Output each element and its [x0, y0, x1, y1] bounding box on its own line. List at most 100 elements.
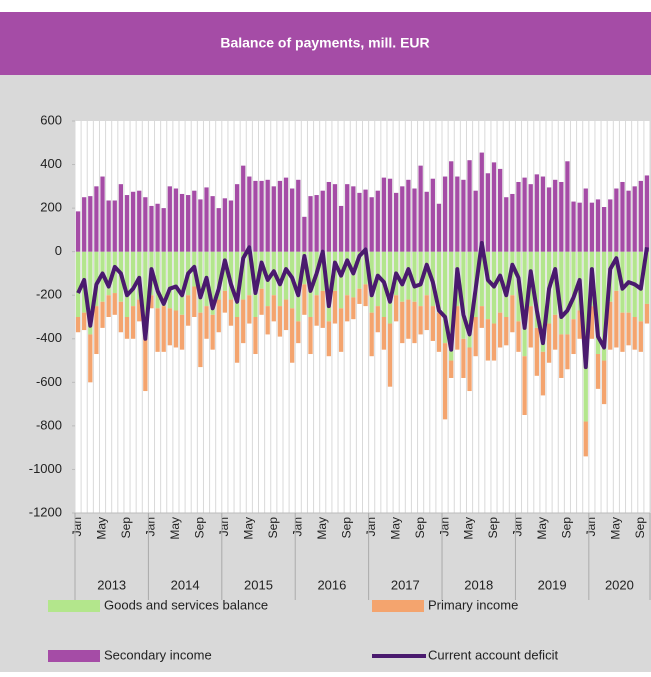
bar: [326, 321, 331, 357]
bar: [589, 202, 595, 252]
x-tick-label: May: [535, 517, 549, 540]
bar: [296, 179, 301, 252]
bar: [491, 323, 497, 361]
bar: [137, 299, 142, 322]
y-tick-label: -1000: [29, 461, 62, 476]
x-tick-label: Jan: [364, 517, 378, 536]
x-tick-label: May: [388, 517, 402, 540]
bar: [485, 319, 491, 361]
bar: [381, 317, 387, 350]
bar: [583, 188, 588, 252]
bar: [540, 251, 546, 352]
bar: [259, 288, 264, 315]
bar: [94, 186, 99, 252]
bar: [241, 299, 246, 344]
bar: [241, 251, 246, 300]
bar: [400, 301, 405, 344]
bar: [326, 251, 331, 322]
bar: [455, 176, 460, 252]
bar: [155, 203, 160, 252]
bar: [124, 195, 130, 252]
bar: [510, 295, 515, 333]
bar: [473, 317, 478, 357]
bar: [173, 188, 179, 252]
bar: [314, 195, 319, 252]
x-tick-label: May: [242, 517, 256, 540]
bar: [510, 193, 515, 252]
bar: [143, 334, 148, 392]
bar: [497, 168, 503, 252]
bar: [467, 347, 472, 392]
legend-label: Secondary income: [104, 647, 212, 662]
bar: [192, 190, 197, 252]
bar: [534, 251, 539, 328]
bar: [455, 306, 460, 350]
bar: [234, 184, 240, 252]
legend-swatch: [48, 650, 100, 662]
bar: [595, 354, 601, 389]
legend-label: Primary income: [428, 597, 518, 612]
bar: [100, 176, 105, 252]
bar: [608, 199, 613, 252]
x-tick-label: May: [95, 517, 109, 540]
bar: [589, 306, 595, 339]
x-tick-label: Sep: [486, 517, 500, 539]
bar: [644, 175, 650, 252]
bar: [338, 251, 344, 309]
bar: [149, 295, 154, 309]
bar: [320, 251, 325, 291]
bar: [363, 189, 368, 252]
bar: [534, 174, 539, 252]
bar: [400, 251, 405, 302]
bar: [320, 290, 325, 328]
bar: [418, 165, 423, 252]
bar: [479, 251, 484, 307]
bar: [571, 319, 576, 355]
x-tick-label: Sep: [266, 517, 280, 539]
bar: [338, 205, 344, 252]
bar: [222, 198, 228, 252]
bar: [277, 306, 283, 337]
bar: [265, 179, 270, 252]
bar: [553, 314, 558, 350]
bar: [504, 251, 509, 317]
bar: [161, 251, 166, 307]
bar: [424, 251, 429, 296]
bar: [534, 327, 539, 376]
x-group-label: 2020: [605, 577, 634, 592]
bar: [436, 251, 442, 313]
bar: [130, 306, 136, 339]
bar: [112, 293, 117, 315]
y-tick-label: -600: [36, 374, 62, 389]
x-group-label: 2018: [464, 577, 493, 592]
line: [76, 240, 649, 370]
bar: [112, 200, 117, 252]
bar: [571, 251, 576, 320]
bar: [394, 295, 399, 322]
bar: [345, 251, 350, 296]
bar: [394, 192, 399, 252]
x-tick-label: Sep: [339, 517, 353, 539]
bar: [106, 295, 111, 317]
y-tick-label: -1200: [29, 504, 62, 519]
y-tick-label: 200: [40, 200, 62, 215]
x-tick-label: Jan: [584, 517, 598, 536]
bar: [442, 251, 448, 344]
bar: [234, 251, 240, 317]
bar: [565, 161, 570, 252]
bar: [173, 310, 179, 348]
bar: [106, 251, 111, 296]
bar: [565, 334, 570, 370]
bar: [351, 297, 356, 320]
bar: [75, 317, 81, 333]
bar: [357, 288, 362, 304]
bar: [601, 360, 607, 405]
bar: [320, 190, 325, 252]
bar: [485, 173, 491, 252]
bar: [308, 317, 313, 355]
bar: [198, 251, 203, 313]
y-tick-label: 600: [40, 112, 62, 127]
bar: [522, 251, 527, 357]
bar: [522, 177, 527, 252]
bar: [406, 299, 411, 339]
